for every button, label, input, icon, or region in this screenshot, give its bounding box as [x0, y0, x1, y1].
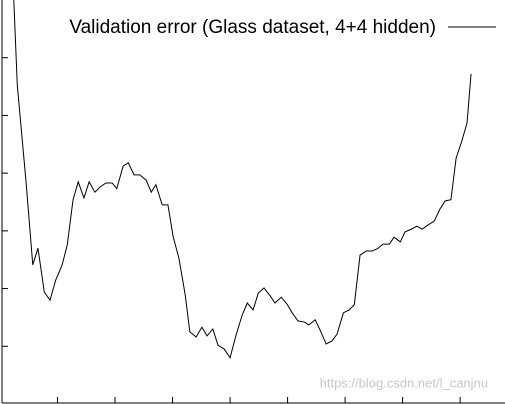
series-line — [13, 0, 472, 360]
legend-label: Validation error (Glass dataset, 4+4 hid… — [69, 17, 436, 38]
watermark: https://blog.csdn.net/l_canjnu — [320, 375, 488, 390]
